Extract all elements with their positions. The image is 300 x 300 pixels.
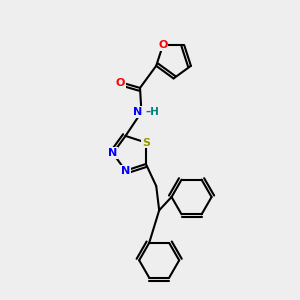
Text: N: N [108, 148, 118, 158]
Text: O: O [116, 78, 125, 88]
Text: N: N [133, 107, 142, 117]
Text: S: S [142, 138, 150, 148]
Text: –H: –H [146, 107, 160, 117]
Text: N: N [121, 166, 130, 176]
Text: O: O [158, 40, 167, 50]
